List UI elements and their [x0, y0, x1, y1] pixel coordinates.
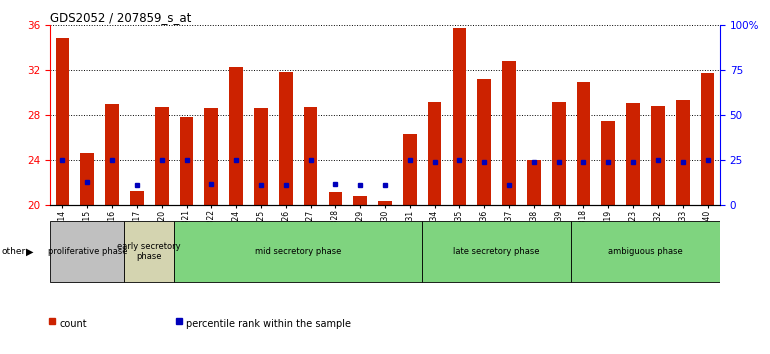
Bar — [626, 103, 640, 205]
Text: late secretory phase: late secretory phase — [454, 247, 540, 256]
Bar — [428, 102, 441, 205]
Bar — [502, 61, 516, 205]
Bar — [403, 134, 417, 205]
Bar — [125, 221, 174, 282]
Bar — [179, 117, 193, 205]
Text: proliferative phase: proliferative phase — [48, 247, 127, 256]
Bar — [174, 221, 422, 282]
Bar — [378, 201, 392, 205]
Text: other: other — [2, 247, 25, 256]
Bar — [477, 79, 491, 205]
Bar — [254, 108, 268, 205]
Bar — [571, 221, 720, 282]
Text: percentile rank within the sample: percentile rank within the sample — [186, 319, 351, 329]
Text: GDS2052 / 207859_s_at: GDS2052 / 207859_s_at — [50, 11, 192, 24]
Bar — [527, 160, 541, 205]
Text: count: count — [59, 319, 87, 329]
Bar — [353, 196, 367, 205]
Bar — [577, 82, 591, 205]
Bar — [552, 102, 565, 205]
Bar — [55, 38, 69, 205]
Bar — [303, 107, 317, 205]
Bar — [329, 192, 342, 205]
Bar — [229, 67, 243, 205]
Bar — [453, 28, 467, 205]
Bar — [155, 107, 169, 205]
Text: early secretory
phase: early secretory phase — [118, 242, 181, 261]
Bar — [80, 153, 94, 205]
Bar — [422, 221, 571, 282]
Bar — [205, 108, 218, 205]
Bar — [105, 104, 119, 205]
Text: mid secretory phase: mid secretory phase — [255, 247, 341, 256]
Bar — [651, 106, 665, 205]
Bar — [701, 73, 715, 205]
Text: ambiguous phase: ambiguous phase — [608, 247, 683, 256]
Bar — [676, 101, 690, 205]
Bar — [279, 72, 293, 205]
Text: ▶: ▶ — [26, 246, 34, 256]
Bar — [130, 191, 144, 205]
Bar — [601, 121, 615, 205]
Bar — [50, 221, 125, 282]
